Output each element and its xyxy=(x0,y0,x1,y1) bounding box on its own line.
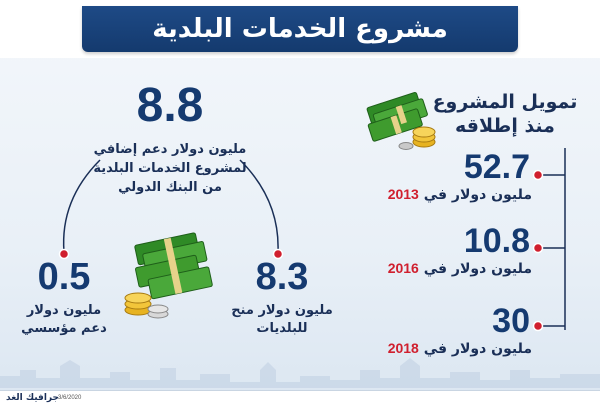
title-banner xyxy=(82,6,518,52)
footer xyxy=(0,390,600,408)
municipalities-line2: للبلديات xyxy=(256,321,308,336)
world-bank-line1: مليون دولار دعم إضافي xyxy=(93,142,247,157)
page-title: مشروع الخدمات البلدية xyxy=(152,14,448,44)
arc-dot xyxy=(272,248,284,260)
footer-date: 3/6/2020 xyxy=(58,395,82,401)
institutional-line2: دعم مؤسسي xyxy=(21,321,107,336)
funding-year: 2016 xyxy=(387,260,419,276)
world-bank-description: مليون دولار دعم إضافي لمشروع الخدمات الب… xyxy=(80,140,260,197)
funding-label-text: مليون دولار في xyxy=(423,261,532,277)
funding-value-2016: 10.8 xyxy=(463,222,530,260)
funding-value-2018: 30 xyxy=(492,302,530,340)
funding-label-2016: مليون دولار في 2016 xyxy=(372,260,532,277)
funding-value-2013: 52.7 xyxy=(463,148,530,186)
funding-label-text: مليون دولار في xyxy=(423,187,532,203)
municipalities-description: مليون دولار منح للبلديات xyxy=(222,302,342,338)
money-stack-icon xyxy=(366,91,436,150)
municipalities-line1: مليون دولار منح xyxy=(231,303,333,318)
timeline-dot xyxy=(532,242,544,254)
institutional-line1: مليون دولار xyxy=(26,303,102,318)
money-coins-icon xyxy=(124,232,213,319)
institutional-value: 0.5 xyxy=(37,256,91,298)
arc-dot xyxy=(58,248,70,260)
funding-label-2018: مليون دولار في 2018 xyxy=(372,340,532,357)
funding-heading-line2: منذ إطلاقه xyxy=(455,115,555,137)
world-bank-line2: لمشروع الخدمات البلدية xyxy=(93,161,247,176)
funding-heading-line1: تمويل المشروع xyxy=(432,91,578,113)
arc-right xyxy=(239,159,279,253)
institutional-description: مليون دولار دعم مؤسسي xyxy=(14,302,114,338)
funding-year: 2018 xyxy=(387,340,419,356)
municipalities-value: 8.3 xyxy=(255,256,309,298)
city-skyline xyxy=(0,358,600,388)
funding-year: 2013 xyxy=(387,186,419,202)
timeline-dot xyxy=(532,320,544,332)
footer-credit: جرافيك الغد xyxy=(6,393,59,403)
funding-label-text: مليون دولار في xyxy=(423,341,532,357)
world-bank-line3: من البنك الدولي xyxy=(118,180,222,195)
world-bank-value: 8.8 xyxy=(136,79,204,132)
funding-label-2013: مليون دولار في 2013 xyxy=(372,186,532,203)
funding-heading: تمويل المشروع منذ إطلاقه xyxy=(430,90,580,138)
arc-left xyxy=(62,159,101,253)
timeline-dot xyxy=(532,169,544,181)
